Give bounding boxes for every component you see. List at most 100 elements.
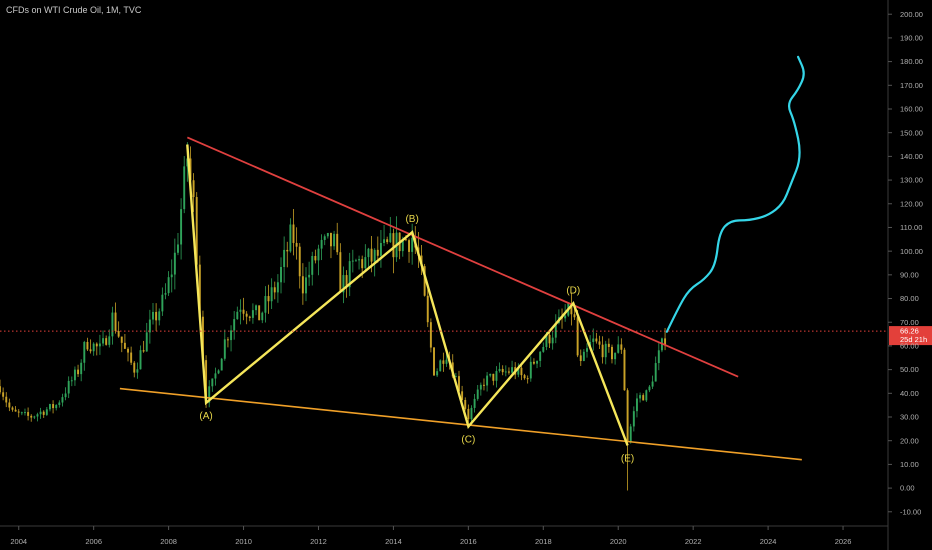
y-tick-label: 60.00 (900, 342, 919, 351)
candle-body (601, 344, 604, 358)
candle-body (411, 237, 414, 252)
candle-body (139, 350, 142, 370)
candle-body (0, 386, 1, 393)
candle-body (92, 343, 95, 352)
candle-body (255, 305, 258, 311)
candle-body (161, 294, 164, 312)
candle-body (61, 397, 64, 403)
candle-body (657, 350, 660, 364)
candle-body (273, 287, 276, 293)
candle-body (89, 349, 92, 352)
candle-body (576, 317, 579, 356)
candle-body (276, 282, 279, 293)
candle-body (123, 342, 126, 349)
candle-body (64, 393, 67, 398)
candle-body (173, 252, 176, 275)
candle-body (283, 249, 286, 267)
candle-body (152, 311, 154, 320)
candle-body (582, 351, 585, 361)
candle-body (539, 351, 542, 361)
y-tick-label: 70.00 (900, 318, 919, 327)
candle-body (195, 197, 198, 265)
candle-body (542, 346, 545, 352)
candle-body (102, 338, 105, 344)
wave-label: (A) (199, 411, 212, 422)
candle-body (167, 277, 170, 294)
candle-body (507, 371, 510, 373)
wave-label: (C) (461, 434, 475, 445)
candle-body (80, 362, 83, 375)
candle-body (351, 260, 354, 262)
y-tick-label: 110.00 (900, 223, 922, 232)
candle-body (8, 402, 11, 408)
candle-body (592, 338, 595, 342)
candle-body (645, 390, 648, 401)
candle-body (211, 378, 214, 387)
candle-body (579, 355, 582, 361)
trend-lines (119, 136, 802, 461)
candle-body (367, 248, 370, 258)
support-line (119, 387, 802, 461)
candle-body (458, 376, 460, 392)
candle-body (20, 412, 23, 414)
candle-body (201, 316, 204, 361)
candle-body (408, 240, 410, 252)
candle-body (389, 233, 392, 243)
y-tick-label: 130.00 (900, 176, 923, 185)
candle-body (348, 261, 351, 288)
candle-body (251, 310, 254, 318)
candle-body (230, 330, 233, 341)
candle-body (454, 376, 457, 378)
y-tick-label: 180.00 (900, 57, 923, 66)
candle-body (383, 239, 386, 244)
candle-body (573, 314, 576, 318)
candle-body (354, 260, 357, 262)
y-tick-label: 170.00 (900, 81, 923, 90)
candle-body (445, 359, 448, 364)
candle-body (604, 343, 607, 358)
candle-body (164, 293, 167, 295)
candle-body (529, 361, 532, 379)
candle-body (73, 369, 76, 381)
current-price-value: 66.26 (900, 327, 919, 336)
candle-body (461, 391, 464, 400)
wave-pattern: (A) (B) (C) (D) (E) (186, 144, 634, 464)
candle-body (376, 249, 379, 256)
candle-body (220, 358, 223, 371)
candle-body (551, 337, 554, 344)
x-tick-label: 2004 (10, 537, 27, 546)
y-axis[interactable]: -10.00 0.00 10.00 20.00 30.00 40.00 50.00 60.00… (887, 0, 923, 550)
candle-body (620, 344, 623, 350)
resistance-line (186, 136, 739, 378)
wave-label: (B) (405, 214, 418, 225)
candle-body (130, 352, 133, 363)
candle-body (183, 166, 186, 210)
candle-body (308, 274, 311, 278)
candle-body (177, 244, 179, 253)
candle-body (545, 334, 548, 347)
current-price-tag (889, 326, 932, 346)
candle-body (295, 242, 298, 247)
candle-body (261, 312, 264, 321)
candle-body (77, 369, 80, 375)
candle-body (208, 386, 211, 403)
x-axis[interactable]: 2004 2006 2008 2010 2012 2014 2016 2018 2020 2022… (0, 525, 888, 546)
x-tick-label: 2012 (310, 537, 327, 546)
candle-body (17, 411, 20, 413)
candle-body (611, 346, 613, 360)
candle-body (136, 369, 139, 373)
projection-path (665, 55, 805, 333)
y-tick-label: 40.00 (900, 389, 919, 398)
candle-body (314, 256, 317, 261)
candle-body (27, 412, 30, 416)
candle-body (358, 259, 361, 261)
candle-body (345, 275, 348, 288)
candle-body (392, 233, 395, 258)
x-tick-label: 2014 (385, 537, 402, 546)
candle-body (642, 395, 645, 401)
candle-body (336, 233, 339, 253)
candle-body (14, 409, 17, 412)
candle-body (651, 381, 654, 387)
